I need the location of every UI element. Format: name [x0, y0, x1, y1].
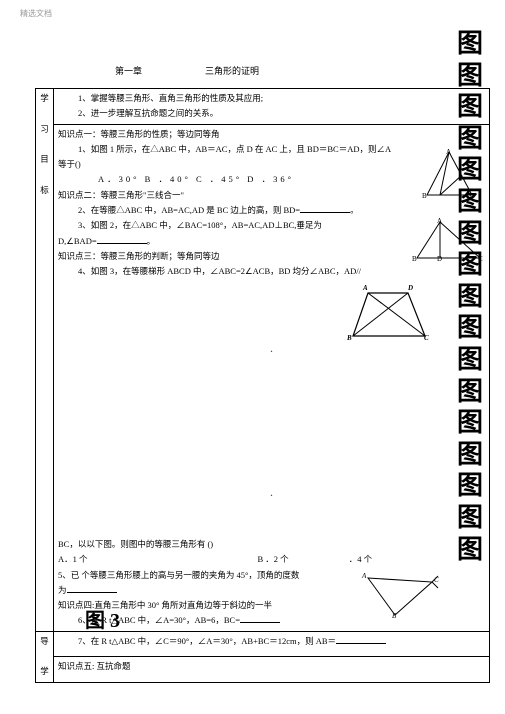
red-dot: ·	[270, 488, 274, 502]
chapter-num: 第一章	[115, 64, 142, 77]
figure-1: A B C	[422, 150, 477, 200]
cell-main: 知识点一：等腰三角形的性质；等边同等角 1、如图 1 所示，在△ABC 中，AB…	[54, 124, 490, 631]
side-label: 学习目标	[36, 89, 54, 632]
figure-4: A B C	[360, 570, 445, 620]
side-label-2: 导学	[36, 631, 54, 682]
tu3-label: 图 3	[85, 604, 120, 633]
page-number: 1	[465, 440, 469, 449]
chapter-title: 三角形的证明	[205, 64, 259, 77]
cell-q7: 7、在 R t△ABC 中，∠C＝90°，∠A＝30°，AB+BC＝12cm，则…	[54, 631, 490, 656]
figure-3: A D B C	[350, 288, 430, 343]
figure-2: A B C D	[415, 220, 485, 262]
red-dot: ·	[270, 344, 274, 358]
doc-header: 精选文档	[20, 8, 52, 19]
cell-kp5: 知识点五: 互抗命题	[54, 657, 490, 682]
cell-goals: 1、掌握等腰三角形、直角三角形的性质及其应用; 2、进一步理解互抗命题之间的关系…	[54, 89, 490, 125]
